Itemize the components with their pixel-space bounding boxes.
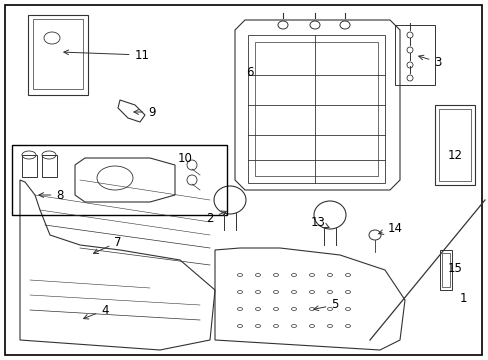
Bar bbox=[22, 155, 37, 177]
Bar bbox=[439, 250, 451, 290]
Bar bbox=[441, 253, 449, 287]
Bar bbox=[434, 105, 474, 185]
Bar bbox=[394, 25, 434, 85]
Bar bbox=[42, 155, 57, 177]
Text: 10: 10 bbox=[177, 152, 192, 165]
Bar bbox=[438, 109, 470, 181]
Text: 9: 9 bbox=[134, 105, 156, 118]
Bar bbox=[254, 42, 377, 176]
Bar bbox=[33, 19, 83, 89]
Text: 2: 2 bbox=[206, 211, 226, 225]
Text: 3: 3 bbox=[418, 55, 441, 68]
Text: 7: 7 bbox=[93, 235, 122, 253]
Text: 14: 14 bbox=[378, 221, 402, 234]
Text: 13: 13 bbox=[310, 216, 328, 229]
Bar bbox=[28, 15, 88, 95]
Bar bbox=[247, 35, 384, 183]
Text: 1: 1 bbox=[458, 292, 466, 305]
Text: 5: 5 bbox=[313, 298, 338, 311]
Text: 8: 8 bbox=[39, 189, 63, 202]
Text: 15: 15 bbox=[447, 261, 462, 275]
Bar bbox=[12, 145, 226, 215]
Text: 4: 4 bbox=[83, 303, 108, 319]
Text: 6: 6 bbox=[246, 66, 253, 78]
Text: 11: 11 bbox=[64, 49, 149, 62]
Text: 12: 12 bbox=[447, 149, 462, 162]
